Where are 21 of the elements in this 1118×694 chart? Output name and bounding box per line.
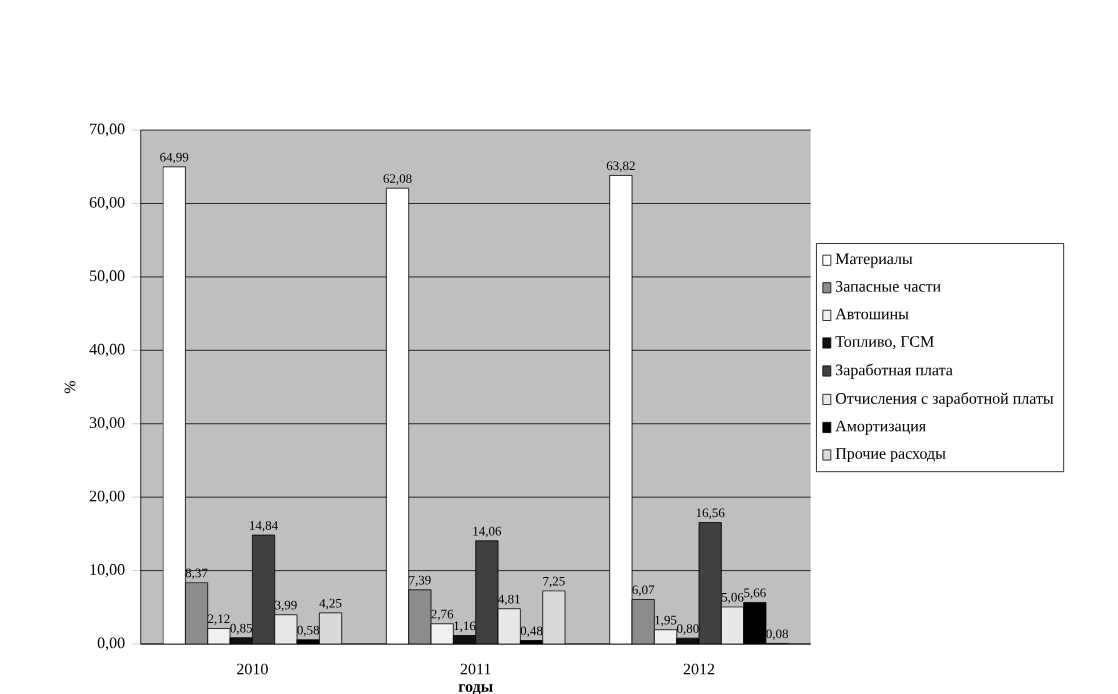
y-tick-label: 60,00 [89,196,125,211]
x-tick-label: 2011 [460,663,491,675]
legend-label: Материалы [835,253,913,268]
y-axis-title: % [64,380,76,394]
legend-label: Отчисления с заработной платы [835,392,1054,408]
legend-label: Автошины [835,308,909,320]
legend-label: Заработная плата [835,363,953,379]
legend-label: Амортизация [835,420,926,435]
legend-label: Прочие расходы [835,448,946,463]
y-tick-label: 70,00 [90,123,125,137]
x-axis-title: годы [458,684,493,694]
legend-label: Топливо, ГСМ [835,336,934,350]
y-tick-label: 20,00 [89,490,125,504]
y-tick-label: 30,00 [89,417,125,431]
y-tick-label: 50,00 [90,270,125,284]
y-tick-label: 10,00 [90,564,125,578]
x-tick-label: 2012 [683,663,715,675]
y-tick-label: 0,00 [97,637,125,651]
y-tick-label: 40,00 [89,343,125,357]
legend-label: Запасные части [835,281,941,292]
x-tick-label: 2010 [237,663,268,675]
